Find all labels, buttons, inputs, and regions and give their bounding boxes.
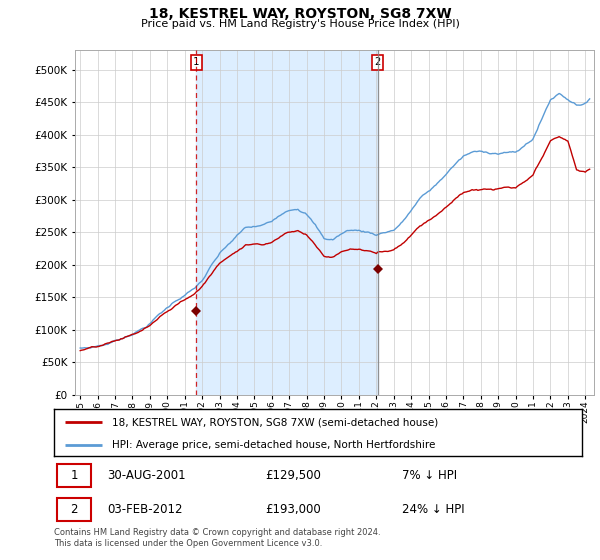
Text: 03-FEB-2012: 03-FEB-2012 (107, 503, 182, 516)
Text: 1: 1 (70, 469, 78, 482)
FancyBboxPatch shape (56, 464, 91, 487)
Bar (196, 50, 378, 395)
Text: 30-AUG-2001: 30-AUG-2001 (107, 469, 185, 482)
Text: 18, KESTREL WAY, ROYSTON, SG8 7XW (semi-detached house): 18, KESTREL WAY, ROYSTON, SG8 7XW (semi-… (112, 417, 439, 427)
Text: HPI: Average price, semi-detached house, North Hertfordshire: HPI: Average price, semi-detached house,… (112, 440, 436, 450)
Text: 1: 1 (193, 58, 199, 67)
Text: 2: 2 (70, 503, 78, 516)
Text: Contains HM Land Registry data © Crown copyright and database right 2024.
This d: Contains HM Land Registry data © Crown c… (54, 528, 380, 548)
Text: £193,000: £193,000 (265, 503, 321, 516)
Text: 2: 2 (374, 58, 381, 67)
Text: £129,500: £129,500 (265, 469, 321, 482)
Text: Price paid vs. HM Land Registry's House Price Index (HPI): Price paid vs. HM Land Registry's House … (140, 19, 460, 29)
Text: 24% ↓ HPI: 24% ↓ HPI (403, 503, 465, 516)
FancyBboxPatch shape (56, 498, 91, 521)
Text: 18, KESTREL WAY, ROYSTON, SG8 7XW: 18, KESTREL WAY, ROYSTON, SG8 7XW (149, 7, 451, 21)
Text: 7% ↓ HPI: 7% ↓ HPI (403, 469, 458, 482)
